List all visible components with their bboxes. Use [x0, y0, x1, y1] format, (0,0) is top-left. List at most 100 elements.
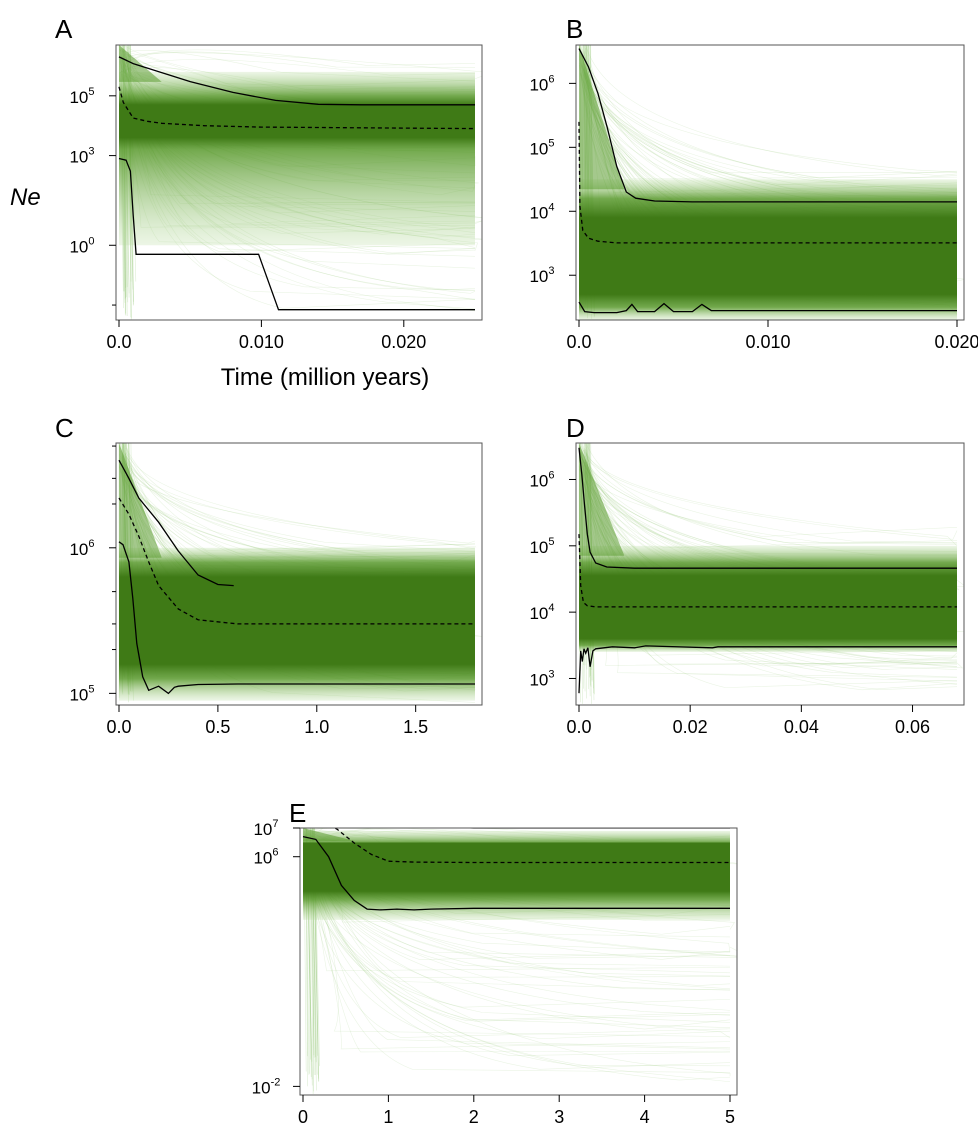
panel-letter-a: A — [55, 14, 73, 44]
posterior-trace — [586, 453, 958, 543]
y-tick-label: 10-2 — [252, 1076, 281, 1097]
panel-a: 0.0 0.010 0.020 105 103 100 A — [55, 14, 483, 352]
panel-e: 0 1 2 3 4 5 107 106 10-2 E — [252, 798, 738, 1127]
panel-letter-b: B — [566, 14, 583, 44]
posterior-trace — [581, 65, 958, 179]
panel-d: 0.0 0.02 0.04 0.06 106 105 104 103 D — [529, 413, 965, 737]
posterior-trace — [585, 443, 958, 552]
y-tick-label: 104 — [529, 602, 554, 623]
posterior-trace — [580, 63, 958, 190]
median-line — [578, 534, 957, 608]
plot-area-a — [118, 45, 482, 320]
posterior-funnel — [119, 45, 162, 82]
posterior-trace — [582, 452, 958, 540]
plot-frame-b — [575, 44, 965, 321]
y-tick-label: 103 — [529, 265, 554, 286]
posterior-trace — [580, 47, 958, 174]
lower-hpd-line — [118, 157, 475, 311]
lower-hpd-line — [578, 645, 957, 694]
x-tick-label: 0.010 — [745, 332, 790, 352]
plot-area-c — [118, 443, 482, 703]
posterior-funnel — [303, 828, 355, 841]
posterior-trace — [126, 49, 476, 66]
plot-frame-a — [115, 44, 483, 321]
panel-letter-d: D — [566, 413, 585, 443]
x-tick-label: 0.010 — [239, 332, 284, 352]
plot-area-b — [578, 45, 964, 320]
posterior-trace — [585, 458, 958, 537]
posterior-band — [579, 179, 957, 320]
panel-b: 0.0 0.010 0.020 106 105 104 103 B — [529, 14, 978, 352]
y-axis-title-ne: Ne — [10, 184, 41, 211]
y-tick-label: 100 — [69, 235, 94, 256]
x-tick-label: 0.0 — [106, 332, 131, 352]
posterior-trace — [124, 450, 476, 562]
y-tick-label: 106 — [253, 847, 278, 868]
lower-hpd-line — [578, 301, 957, 314]
posterior-trace — [578, 45, 958, 179]
median-line — [118, 86, 476, 130]
upper-hpd-line — [118, 56, 475, 106]
x-tick-label: 0.5 — [205, 717, 230, 737]
posterior-band — [119, 71, 475, 246]
plot-frame-e — [299, 827, 738, 1096]
plot-area-d — [578, 443, 964, 704]
posterior-trace — [585, 45, 958, 176]
panel-letter-e: E — [289, 798, 306, 828]
panel-c: 0.0 0.5 1.0 1.5 106 105 C — [55, 413, 483, 737]
posterior-trace — [125, 50, 476, 82]
x-tick-label: 0.0 — [566, 332, 591, 352]
plot-frame-c — [115, 442, 483, 706]
x-tick-label: 3 — [554, 1107, 564, 1127]
y-tick-label: 105 — [69, 683, 94, 704]
upper-hpd-line — [578, 48, 957, 203]
posterior-trace — [578, 453, 958, 545]
posterior-funnel — [579, 443, 625, 556]
posterior-trace — [126, 452, 476, 550]
posterior-trace — [121, 468, 476, 544]
y-tick-label: 105 — [529, 137, 554, 158]
panel-letter-c: C — [55, 413, 74, 443]
y-tick-label: 107 — [253, 818, 278, 839]
upper-hpd-line — [455, 828, 730, 829]
posterior-trace — [124, 452, 476, 554]
lower-hpd-line — [118, 541, 475, 695]
posterior-funnel — [579, 45, 625, 190]
upper-hpd-line — [578, 447, 957, 569]
plot-frame-d — [575, 442, 965, 706]
x-tick-label: 0.0 — [566, 717, 591, 737]
median-line — [118, 497, 475, 625]
x-tick-label: 0.06 — [895, 717, 930, 737]
posterior-trace — [125, 52, 482, 80]
posterior-band — [303, 830, 730, 920]
y-tick-label: 106 — [69, 538, 94, 559]
posterior-band — [579, 545, 957, 652]
y-tick-label: 104 — [529, 201, 554, 222]
x-tick-label: 1.5 — [403, 717, 428, 737]
median-line — [578, 121, 957, 244]
posterior-trace — [125, 453, 476, 552]
x-tick-label: 0 — [298, 1107, 308, 1127]
x-tick-label: 1.0 — [304, 717, 329, 737]
x-tick-label: 0.020 — [934, 332, 978, 352]
x-axis-title-time: Time (million years) — [221, 364, 429, 391]
plot-area-e — [302, 828, 737, 1094]
posterior-trace — [126, 455, 476, 558]
y-tick-label: 105 — [69, 86, 94, 107]
posterior-trace — [581, 446, 958, 547]
upper-hpd-line — [118, 459, 234, 587]
x-tick-label: 1 — [383, 1107, 393, 1127]
x-tick-label: 5 — [725, 1107, 735, 1127]
posterior-trace — [123, 453, 477, 548]
y-tick-label: 106 — [529, 73, 554, 94]
y-tick-label: 106 — [529, 469, 554, 490]
y-tick-label: 103 — [529, 668, 554, 689]
x-tick-label: 4 — [640, 1107, 650, 1127]
posterior-trace — [123, 455, 476, 555]
x-tick-label: 0.020 — [381, 332, 426, 352]
x-tick-label: 0.0 — [106, 717, 131, 737]
lower-hpd-line — [302, 835, 730, 911]
x-tick-label: 0.02 — [673, 717, 708, 737]
posterior-trace — [119, 467, 476, 551]
